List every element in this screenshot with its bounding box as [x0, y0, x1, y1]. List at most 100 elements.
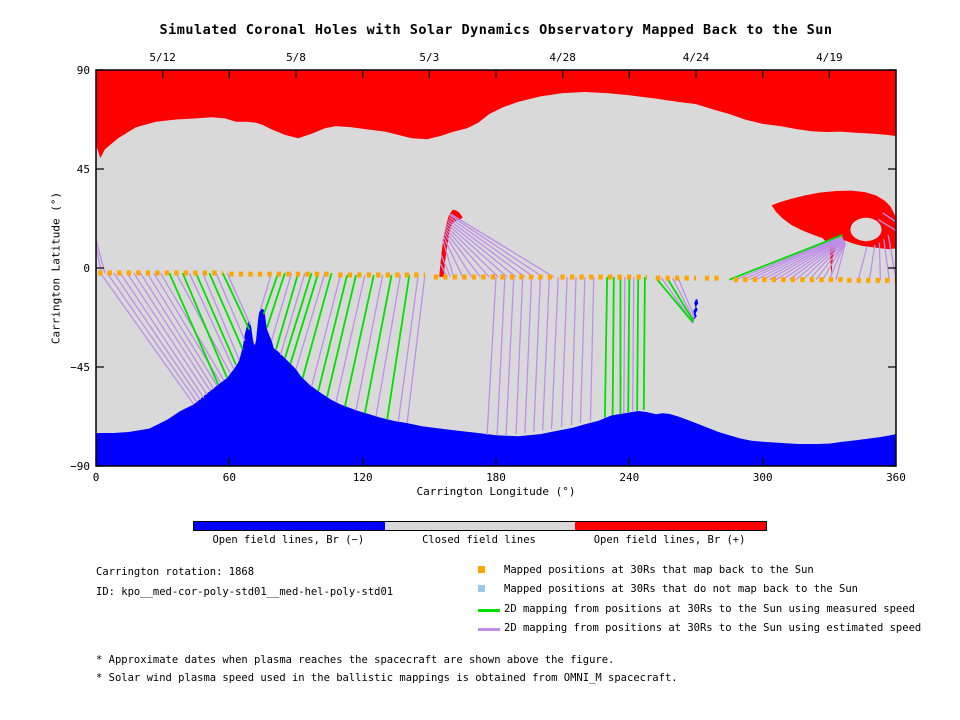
estimated-speed-line: [440, 254, 452, 278]
estimated-speed-line: [355, 274, 384, 411]
estimated-speed-line: [822, 241, 846, 280]
estimated-speed-line: [442, 239, 455, 278]
top-date-label: 4/28: [549, 51, 576, 64]
measured-speed-line: [284, 272, 313, 359]
measured-speed-line: [181, 272, 228, 379]
estimated-speed-line: [446, 223, 508, 278]
top-date-label: 4/24: [683, 51, 710, 64]
estimated-speed-line: [406, 274, 426, 424]
measured-speed-line: [317, 274, 348, 392]
estimated-speed-line: [868, 244, 876, 281]
estimated-speed-line: [448, 216, 535, 278]
figure-title: Simulated Coronal Holes with Solar Dynam…: [159, 22, 833, 38]
measured-speed-line: [326, 274, 357, 397]
y-tick-label: −90: [70, 460, 90, 473]
measured-speed-line: [301, 272, 333, 379]
x-tick-label: 0: [93, 471, 100, 484]
south-open-field-region: [96, 308, 896, 466]
measured-speed-line: [611, 277, 615, 416]
y-tick-label: 45: [77, 163, 90, 176]
estimated-speed-line: [877, 219, 897, 232]
estimated-speed-line: [632, 277, 635, 412]
x-tick-label: 60: [223, 471, 236, 484]
estimated-speed-line: [524, 276, 533, 434]
estimated-speed-line: [749, 235, 842, 281]
legend-label: 2D mapping from positions at 30Rs to the…: [504, 622, 922, 634]
measured-speed-line: [275, 272, 300, 350]
estimated-speed-line: [99, 272, 195, 405]
estimated-speed-line: [202, 272, 240, 361]
measured-speed-line: [344, 274, 375, 407]
estimated-speed-line: [449, 214, 544, 278]
colorbar-closed: [384, 522, 576, 530]
estimated-speed-line: [335, 274, 366, 403]
estimated-speed-line: [883, 239, 890, 281]
estimated-speed-line: [146, 272, 218, 387]
estimated-speed-line: [623, 277, 626, 414]
estimated-speed-line: [139, 272, 215, 390]
x-tick-label: 120: [353, 471, 373, 484]
measured-speed-line: [266, 272, 286, 328]
estimated-speed-line: [444, 230, 481, 278]
estimated-speed-line: [878, 242, 882, 281]
green-line-icon: [478, 609, 500, 612]
y-axis-title: Carrington Latitude (°): [49, 191, 63, 345]
estimated-speed-line: [762, 236, 843, 281]
estimated-speed-line: [113, 272, 201, 401]
footnote-dates: * Approximate dates when plasma reaches …: [96, 654, 615, 666]
estimated-speed-line: [835, 243, 846, 280]
measured-speed-line: [262, 272, 280, 315]
estimated-speed-line: [450, 213, 555, 278]
legend-marker-cell: [478, 564, 504, 576]
estimated-speed-line: [542, 276, 550, 431]
footnote-omni: * Solar wind plasma speed used in the ba…: [96, 672, 678, 684]
mapping-lines-estimated: [95, 212, 897, 436]
lightblue-square-icon: [478, 585, 485, 592]
colorbar-label-open-positive: Open field lines, Br (+): [593, 534, 746, 546]
estimated-speed-line: [270, 272, 293, 341]
estimated-speed-line: [589, 277, 595, 422]
estimated-speed-line: [445, 227, 490, 278]
top-date-label: 4/19: [816, 51, 843, 64]
legend-item-estimated-speed: 2D mapping from positions at 30Rs to the…: [478, 622, 921, 634]
estimated-speed-line: [295, 272, 326, 370]
measured-speed-line: [655, 277, 694, 323]
coronal-hole-map: 0 60 120 180 240 300 360 90 45 0 −45 −90 5/12 5/8 5/3 4…: [70, 51, 906, 484]
estimated-speed-line: [279, 272, 306, 356]
legend-item-not-mapped: Mapped positions at 30Rs that do not map…: [478, 583, 858, 595]
estimated-speed-line: [448, 219, 526, 278]
measured-speed-line: [603, 277, 609, 418]
carrington-rotation-text: Carrington rotation: 1868: [96, 566, 255, 578]
measured-speed-line: [729, 234, 843, 281]
legend-item-measured-speed: 2D mapping from positions at 30Rs to the…: [478, 603, 915, 615]
colorbar-open-positive: [575, 522, 766, 530]
top-date-label: 5/8: [286, 51, 306, 64]
estimated-speed-line: [782, 238, 844, 281]
estimated-speed-line: [259, 272, 273, 310]
colorbar-label-closed: Closed field lines: [422, 534, 536, 546]
estimated-speed-line: [570, 277, 577, 426]
estimated-speed-line: [769, 237, 843, 281]
estimated-speed-line: [126, 272, 208, 395]
mapped-positions: [98, 270, 896, 283]
estimated-speed-line: [815, 241, 846, 281]
top-date-label: 5/3: [419, 51, 439, 64]
y-tick-label: −45: [70, 361, 90, 374]
measured-speed-line: [364, 274, 393, 414]
estimated-speed-line: [515, 276, 524, 435]
mid-red-coronal-hole: [439, 209, 463, 277]
x-tick-label: 300: [753, 471, 773, 484]
measured-speed-line: [168, 272, 220, 385]
x-tick-label: 360: [886, 471, 906, 484]
north-open-field-region: [96, 70, 896, 158]
estimated-speed-line: [375, 274, 402, 417]
measured-speed-line: [221, 272, 251, 330]
x-tick-label: 240: [619, 471, 639, 484]
legend-marker-cell: [478, 603, 504, 615]
measured-speed-line: [666, 277, 695, 322]
legend-label: Mapped positions at 30Rs that map back t…: [504, 564, 814, 576]
right-red-coronal-hole: [771, 190, 896, 277]
estimated-speed-line: [550, 276, 559, 430]
estimated-speed-line: [672, 277, 695, 320]
estimated-speed-line: [795, 239, 845, 281]
